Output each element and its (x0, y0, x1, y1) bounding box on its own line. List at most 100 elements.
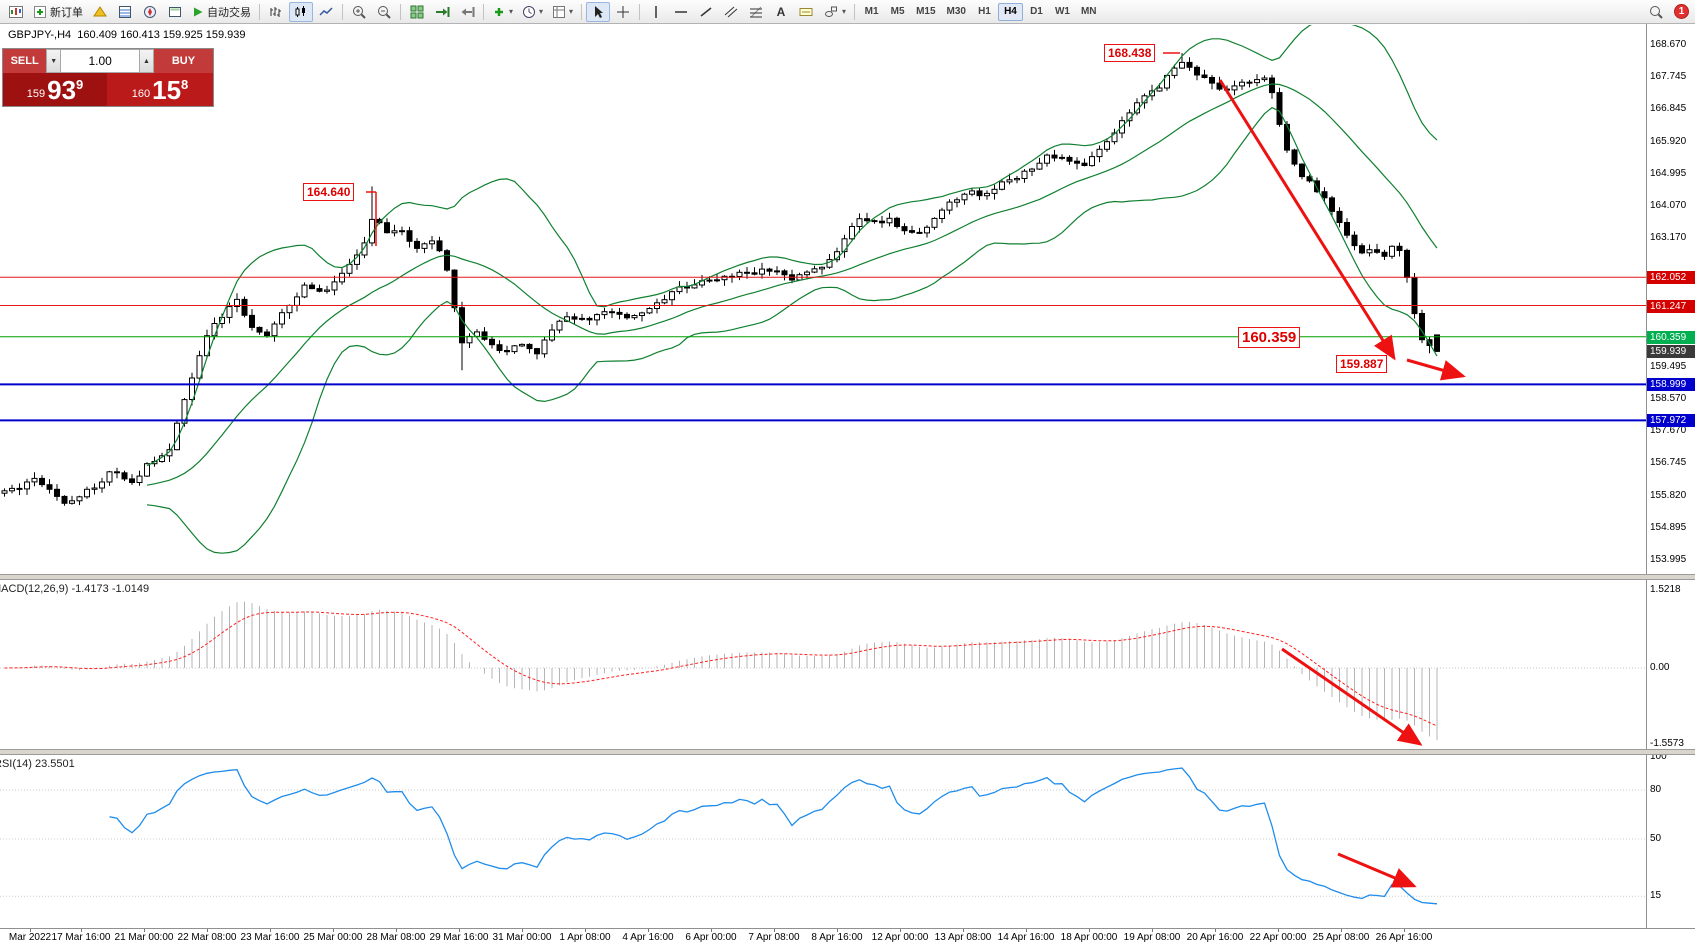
notification-badge[interactable]: 1 (1674, 4, 1689, 19)
time-axis-tick (1152, 929, 1153, 932)
terminal-icon[interactable] (163, 2, 187, 22)
cursor-icon[interactable] (586, 1, 611, 22)
macd-scale-label: -1.5573 (1650, 738, 1684, 749)
rsi-plot-layer (0, 767, 1646, 905)
profiles-icon[interactable] (88, 2, 112, 22)
timeframe-m30-button[interactable]: M30 (942, 3, 971, 21)
timeframe-h1-button[interactable]: H1 (972, 3, 997, 21)
shapes-button[interactable]: ▾ (819, 2, 850, 22)
navigator-icon[interactable] (138, 2, 162, 22)
search-icon[interactable] (1644, 2, 1668, 22)
timeframe-w1-button[interactable]: W1 (1050, 3, 1075, 21)
buy-button[interactable]: BUY (153, 49, 213, 73)
time-axis-label: Mar 2022 (8, 932, 52, 943)
vertical-line-icon[interactable] (644, 2, 668, 22)
timeframe-mn-button[interactable]: MN (1076, 3, 1102, 21)
sell-button[interactable]: SELL (3, 49, 47, 73)
chart-shift-icon[interactable] (455, 2, 479, 22)
horizontal-line-icon[interactable] (669, 2, 693, 22)
time-axis-label: 4 Apr 16:00 (622, 932, 674, 943)
price-plot-layer (0, 25, 1646, 554)
bars-chart-icon[interactable] (264, 2, 288, 22)
auto-scroll-icon[interactable] (430, 2, 454, 22)
label-tool-icon[interactable] (794, 2, 818, 22)
time-axis-tick (711, 929, 712, 932)
macd-plot-layer (0, 601, 1646, 740)
new-order-icon (34, 5, 46, 18)
rsi-scale-label: 50 (1650, 833, 1662, 844)
volume-decrease-button[interactable]: ▼ (46, 49, 62, 73)
axis-price-badge: 161.247 (1647, 300, 1695, 313)
volume-increase-button[interactable]: ▲ (139, 49, 154, 73)
price-annotation-label[interactable]: 164.640 (303, 183, 355, 201)
macd-scale-label: 0.00 (1650, 662, 1670, 673)
zoom-out-icon[interactable] (372, 2, 396, 22)
price-annotation-label[interactable]: 159.887 (1336, 355, 1388, 373)
indicators-button[interactable]: ▾ (488, 2, 517, 22)
chart-window-icon[interactable] (4, 2, 28, 22)
time-axis-label: 17 Mar 16:00 (51, 932, 111, 943)
axis-label: 167.745 (1650, 71, 1687, 82)
market-watch-icon[interactable] (113, 2, 137, 22)
autotrading-label: 自动交易 (207, 6, 251, 19)
text-tool-icon[interactable]: A (769, 2, 793, 22)
price-axis[interactable]: 168.670 167.745 166.845 165.920 164.995 164.0… (1646, 24, 1695, 928)
toolbar: 新订单 自动交易 ▾ ▾ (0, 0, 1695, 24)
bollinger-upper-band (146, 25, 1438, 467)
axis-label: 158.570 (1650, 393, 1687, 404)
time-axis-label: 13 Apr 08:00 (934, 932, 992, 943)
new-order-button[interactable]: 新订单 (29, 2, 87, 22)
axis-label: 166.845 (1650, 103, 1687, 114)
time-axis-tick (837, 929, 838, 932)
axis-label: 157.670 (1650, 425, 1687, 436)
time-axis-label: 29 Mar 16:00 (429, 932, 489, 943)
axis-label: 165.920 (1650, 136, 1687, 147)
crosshair-icon[interactable] (611, 2, 635, 22)
timeframe-m15-button[interactable]: M15 (911, 3, 940, 21)
line-chart-icon[interactable] (314, 2, 338, 22)
trendline-icon[interactable] (694, 2, 718, 22)
price-annotation-label[interactable]: 160.359 (1238, 327, 1301, 348)
time-axis-label: 6 Apr 00:00 (685, 932, 737, 943)
toolbar-separator (342, 3, 343, 20)
zoom-in-icon[interactable] (347, 2, 371, 22)
candlestick-chart-icon[interactable] (289, 1, 313, 22)
rsi-scale-label: 15 (1650, 890, 1662, 901)
autotrading-button[interactable]: 自动交易 (188, 2, 255, 22)
price-annotation-label[interactable]: 168.438 (1104, 44, 1156, 62)
sell-price-display[interactable]: 159 93 9 (3, 73, 108, 106)
time-axis-label: 7 Apr 08:00 (748, 932, 800, 943)
timeframe-d1-button[interactable]: D1 (1024, 3, 1049, 21)
time-axis-label: 12 Apr 00:00 (871, 932, 929, 943)
time-axis-label: 22 Apr 00:00 (1249, 932, 1307, 943)
axis-label: 164.070 (1650, 200, 1687, 211)
rsi-indicator-label: RSI(14) 23.5501 (0, 758, 75, 770)
timeframe-m1-button[interactable]: M1 (859, 3, 884, 21)
panel-splitter[interactable] (0, 749, 1695, 755)
time-axis-tick (144, 929, 145, 932)
time-axis-tick (1278, 929, 1279, 932)
axis-price-badge: 157.972 (1647, 414, 1695, 427)
time-axis[interactable]: Mar 2022 17 Mar 16:00 21 Mar 00:00 22 Mar 0… (0, 928, 1695, 945)
time-axis-tick (522, 929, 523, 932)
trend-arrow (1281, 647, 1423, 746)
axis-label: 156.745 (1650, 457, 1687, 468)
fibonacci-icon[interactable] (744, 2, 768, 22)
templates-button[interactable]: ▾ (548, 2, 577, 22)
timeframe-m5-button[interactable]: M5 (885, 3, 910, 21)
volume-input[interactable] (61, 49, 140, 73)
buy-price-display[interactable]: 160 15 8 (107, 73, 213, 106)
time-axis-label: 20 Apr 16:00 (1186, 932, 1244, 943)
tile-windows-icon[interactable] (405, 2, 429, 22)
macd-signal-line (4, 611, 1438, 727)
axis-label: 155.820 (1650, 490, 1687, 501)
axis-price-badge: 158.999 (1647, 378, 1695, 391)
axis-label: 163.170 (1650, 232, 1687, 243)
periods-button[interactable]: ▾ (518, 2, 547, 22)
time-axis-label: 21 Mar 00:00 (114, 932, 174, 943)
panel-splitter[interactable] (0, 574, 1695, 580)
timeframe-h4-button[interactable]: H4 (997, 2, 1023, 21)
channel-icon[interactable] (719, 2, 743, 22)
